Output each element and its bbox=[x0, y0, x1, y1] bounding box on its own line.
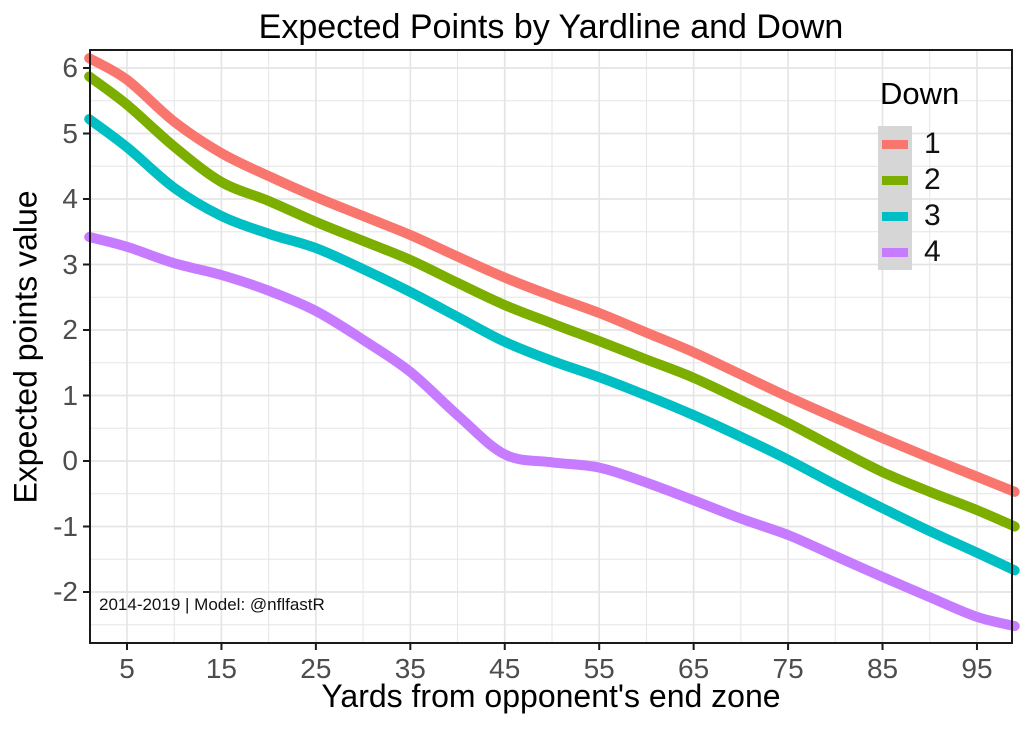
x-tick-label: 85 bbox=[866, 653, 899, 684]
y-tick-label: 0 bbox=[62, 445, 78, 476]
legend-label: 1 bbox=[924, 127, 941, 160]
legend-swatch-icon bbox=[882, 139, 908, 149]
x-axis-title: Yards from opponent's end zone bbox=[321, 678, 781, 714]
series-line-down-1 bbox=[84, 53, 1020, 497]
y-tick-label: -2 bbox=[53, 576, 78, 607]
x-tick-label: 15 bbox=[205, 653, 238, 684]
y-tick-label: 1 bbox=[62, 379, 78, 411]
legend-label: 4 bbox=[924, 235, 941, 268]
legend-swatch-icon bbox=[882, 247, 908, 257]
legend-item-down-4: 4 bbox=[878, 234, 959, 270]
y-tick-label: -1 bbox=[53, 510, 78, 542]
panel-background bbox=[90, 50, 1012, 643]
x-tick-label: 75 bbox=[772, 653, 804, 684]
legend-label: 3 bbox=[924, 199, 941, 232]
series-line-down-3 bbox=[84, 114, 1020, 576]
x-tick-label: 95 bbox=[961, 653, 993, 684]
legend-key bbox=[878, 234, 912, 270]
series-line-down-4 bbox=[84, 232, 1020, 632]
legend-key bbox=[878, 198, 912, 234]
series-line-down-2 bbox=[84, 71, 1020, 532]
x-tick-label: 35 bbox=[394, 653, 426, 684]
annotation-caption: 2014-2019 | Model: @nflfastR bbox=[99, 595, 325, 614]
legend-item-down-1: 1 bbox=[878, 126, 959, 162]
legend-key bbox=[878, 126, 912, 162]
legend-label: 2 bbox=[924, 163, 941, 196]
x-tick-label: 65 bbox=[678, 653, 710, 684]
y-tick-label: 4 bbox=[62, 183, 78, 214]
legend-item-down-2: 2 bbox=[878, 162, 959, 198]
y-tick-label: 5 bbox=[62, 117, 78, 149]
x-tick-label: 45 bbox=[489, 653, 521, 684]
legend-key bbox=[878, 162, 912, 198]
legend-swatch-icon bbox=[882, 175, 908, 185]
y-tick-label: 6 bbox=[62, 52, 78, 83]
y-tick-label: 3 bbox=[62, 248, 78, 280]
panel-border bbox=[89, 49, 1013, 644]
legend-item-down-3: 3 bbox=[878, 198, 959, 234]
panel-group bbox=[84, 49, 1020, 644]
y-tick-label: 2 bbox=[62, 314, 78, 345]
x-tick-label: 25 bbox=[300, 653, 332, 684]
legend-swatch-icon bbox=[882, 211, 908, 221]
x-tick-label: 5 bbox=[119, 653, 135, 684]
legend-title: Down bbox=[880, 76, 960, 111]
chart-title: Expected Points by Yardline and Down bbox=[258, 8, 844, 46]
x-tick-label: 55 bbox=[583, 653, 615, 684]
